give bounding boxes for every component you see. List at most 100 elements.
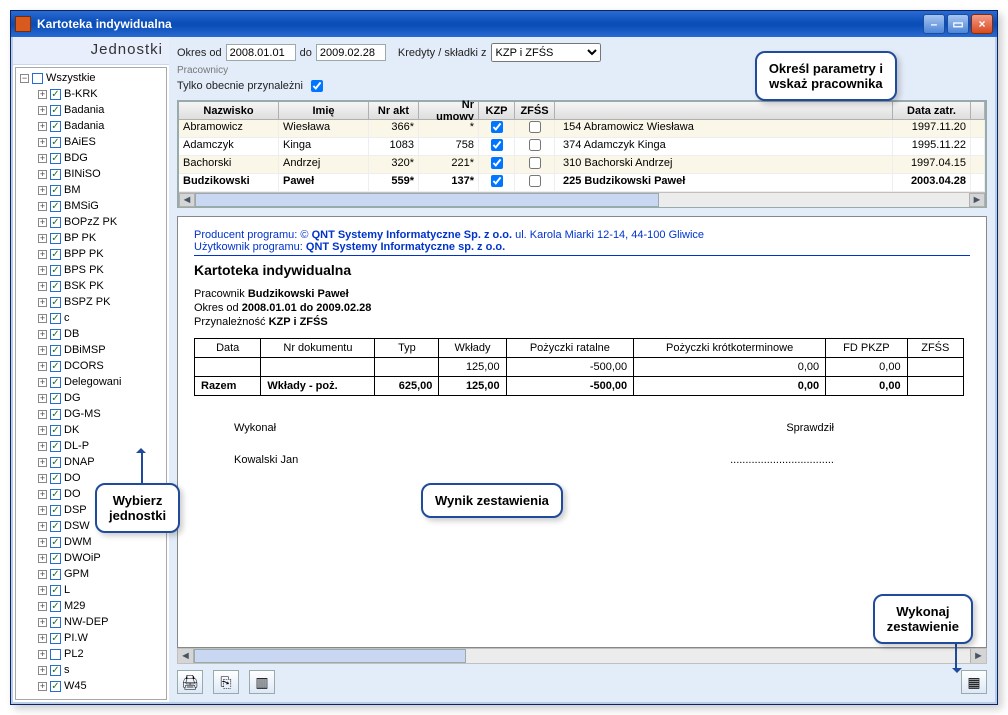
- tree-checkbox[interactable]: [50, 153, 61, 164]
- tree-checkbox[interactable]: [50, 633, 61, 644]
- tree-node[interactable]: + BAiES: [16, 134, 166, 150]
- expand-icon[interactable]: +: [38, 458, 47, 467]
- col-imie[interactable]: Imię: [279, 102, 369, 119]
- expand-icon[interactable]: +: [38, 602, 47, 611]
- scroll-left-icon[interactable]: ◄: [179, 193, 195, 207]
- zfss-checkbox[interactable]: [529, 121, 541, 133]
- tree-node[interactable]: + DG: [16, 390, 166, 406]
- tree-node[interactable]: + BDG: [16, 150, 166, 166]
- tree-checkbox[interactable]: [50, 681, 61, 692]
- expand-icon[interactable]: +: [38, 346, 47, 355]
- expand-icon[interactable]: +: [38, 682, 47, 691]
- table-row[interactable]: Adamczyk Kinga 1083 758 374 Adamczyk Kin…: [179, 138, 985, 156]
- tree-checkbox[interactable]: [50, 393, 61, 404]
- tree-checkbox[interactable]: [50, 185, 61, 196]
- tree-checkbox[interactable]: [50, 505, 61, 516]
- col-nrum[interactable]: Nr umowy: [419, 102, 479, 119]
- tree-checkbox[interactable]: [50, 585, 61, 596]
- tree-checkbox[interactable]: [50, 121, 61, 132]
- kzp-checkbox[interactable]: [491, 175, 503, 187]
- expand-icon[interactable]: +: [38, 554, 47, 563]
- expand-icon[interactable]: +: [38, 122, 47, 131]
- expand-icon[interactable]: +: [38, 202, 47, 211]
- maximize-button[interactable]: ▭: [947, 14, 969, 34]
- tree-node[interactable]: + M29: [16, 598, 166, 614]
- expand-icon[interactable]: +: [38, 490, 47, 499]
- expand-icon[interactable]: +: [38, 266, 47, 275]
- tree-node[interactable]: + c: [16, 310, 166, 326]
- tree-checkbox[interactable]: [50, 377, 61, 388]
- expand-icon[interactable]: +: [38, 442, 47, 451]
- expand-icon[interactable]: +: [38, 426, 47, 435]
- expand-icon[interactable]: +: [38, 474, 47, 483]
- tree-node[interactable]: + DBiMSP: [16, 342, 166, 358]
- tree-node[interactable]: + s: [16, 662, 166, 678]
- expand-icon[interactable]: +: [38, 298, 47, 307]
- tree-node[interactable]: + BMSiG: [16, 198, 166, 214]
- expand-icon[interactable]: +: [38, 586, 47, 595]
- tree-node[interactable]: + W45: [16, 678, 166, 694]
- tree-checkbox[interactable]: [50, 265, 61, 276]
- tree-checkbox[interactable]: [50, 617, 61, 628]
- tree-checkbox[interactable]: [50, 665, 61, 676]
- tree-node[interactable]: + Badania: [16, 118, 166, 134]
- tree-node[interactable]: + BINiSO: [16, 166, 166, 182]
- tree-checkbox[interactable]: [50, 409, 61, 420]
- collapse-icon[interactable]: −: [20, 74, 29, 83]
- tree-node[interactable]: + BM: [16, 182, 166, 198]
- zfss-checkbox[interactable]: [529, 175, 541, 187]
- minimize-button[interactable]: –: [923, 14, 945, 34]
- tree-checkbox[interactable]: [50, 425, 61, 436]
- okres-do-input[interactable]: [316, 44, 386, 61]
- kredyty-select[interactable]: KZP i ZFŚS: [491, 43, 601, 62]
- tree-node[interactable]: + DG-MS: [16, 406, 166, 422]
- tree-checkbox[interactable]: [50, 89, 61, 100]
- tree-node[interactable]: + DWOiP: [16, 550, 166, 566]
- expand-icon[interactable]: +: [38, 618, 47, 627]
- tree-checkbox[interactable]: [50, 553, 61, 564]
- config-button[interactable]: ▥: [249, 670, 275, 694]
- table-row[interactable]: Bachorski Andrzej 320* 221* 310 Bachorsk…: [179, 156, 985, 174]
- grid-hscroll[interactable]: ◄ ►: [179, 192, 985, 207]
- tree-node[interactable]: + DNAP: [16, 454, 166, 470]
- tree-checkbox[interactable]: [50, 537, 61, 548]
- expand-icon[interactable]: +: [38, 106, 47, 115]
- export-button[interactable]: ⎘: [213, 670, 239, 694]
- expand-icon[interactable]: +: [38, 282, 47, 291]
- expand-icon[interactable]: +: [38, 522, 47, 531]
- tree-node[interactable]: + NW-DEP: [16, 614, 166, 630]
- expand-icon[interactable]: +: [38, 90, 47, 99]
- pv-scroll-left-icon[interactable]: ◄: [178, 649, 194, 663]
- tree-checkbox[interactable]: [50, 313, 61, 324]
- kzp-checkbox[interactable]: [491, 121, 503, 133]
- col-zfss[interactable]: ZFŚS: [515, 102, 555, 119]
- table-row[interactable]: Budzikowski Paweł 559* 137* 225 Budzikow…: [179, 174, 985, 192]
- expand-icon[interactable]: +: [38, 250, 47, 259]
- tree-node[interactable]: + BPP PK: [16, 246, 166, 262]
- expand-icon[interactable]: +: [38, 506, 47, 515]
- tree-node[interactable]: + Delegowani: [16, 374, 166, 390]
- close-button[interactable]: ×: [971, 14, 993, 34]
- tree-node[interactable]: + B-KRK: [16, 86, 166, 102]
- tree-node[interactable]: + BSPZ PK: [16, 294, 166, 310]
- tree-checkbox[interactable]: [50, 137, 61, 148]
- tree-node[interactable]: + BP PK: [16, 230, 166, 246]
- tree-node[interactable]: + DB: [16, 326, 166, 342]
- tree-checkbox[interactable]: [32, 73, 43, 84]
- expand-icon[interactable]: +: [38, 410, 47, 419]
- tree-checkbox[interactable]: [50, 521, 61, 532]
- tree-checkbox[interactable]: [50, 361, 61, 372]
- tree-checkbox[interactable]: [50, 649, 61, 660]
- tree-checkbox[interactable]: [50, 441, 61, 452]
- tree-checkbox[interactable]: [50, 345, 61, 356]
- tree-node[interactable]: + PI.W: [16, 630, 166, 646]
- tree-checkbox[interactable]: [50, 457, 61, 468]
- expand-icon[interactable]: +: [38, 314, 47, 323]
- tree-node[interactable]: + GPM: [16, 566, 166, 582]
- tree-node[interactable]: + DK: [16, 422, 166, 438]
- kzp-checkbox[interactable]: [491, 157, 503, 169]
- expand-icon[interactable]: +: [38, 538, 47, 547]
- tree-root[interactable]: − Wszystkie: [16, 70, 166, 86]
- expand-icon[interactable]: +: [38, 650, 47, 659]
- tree-checkbox[interactable]: [50, 297, 61, 308]
